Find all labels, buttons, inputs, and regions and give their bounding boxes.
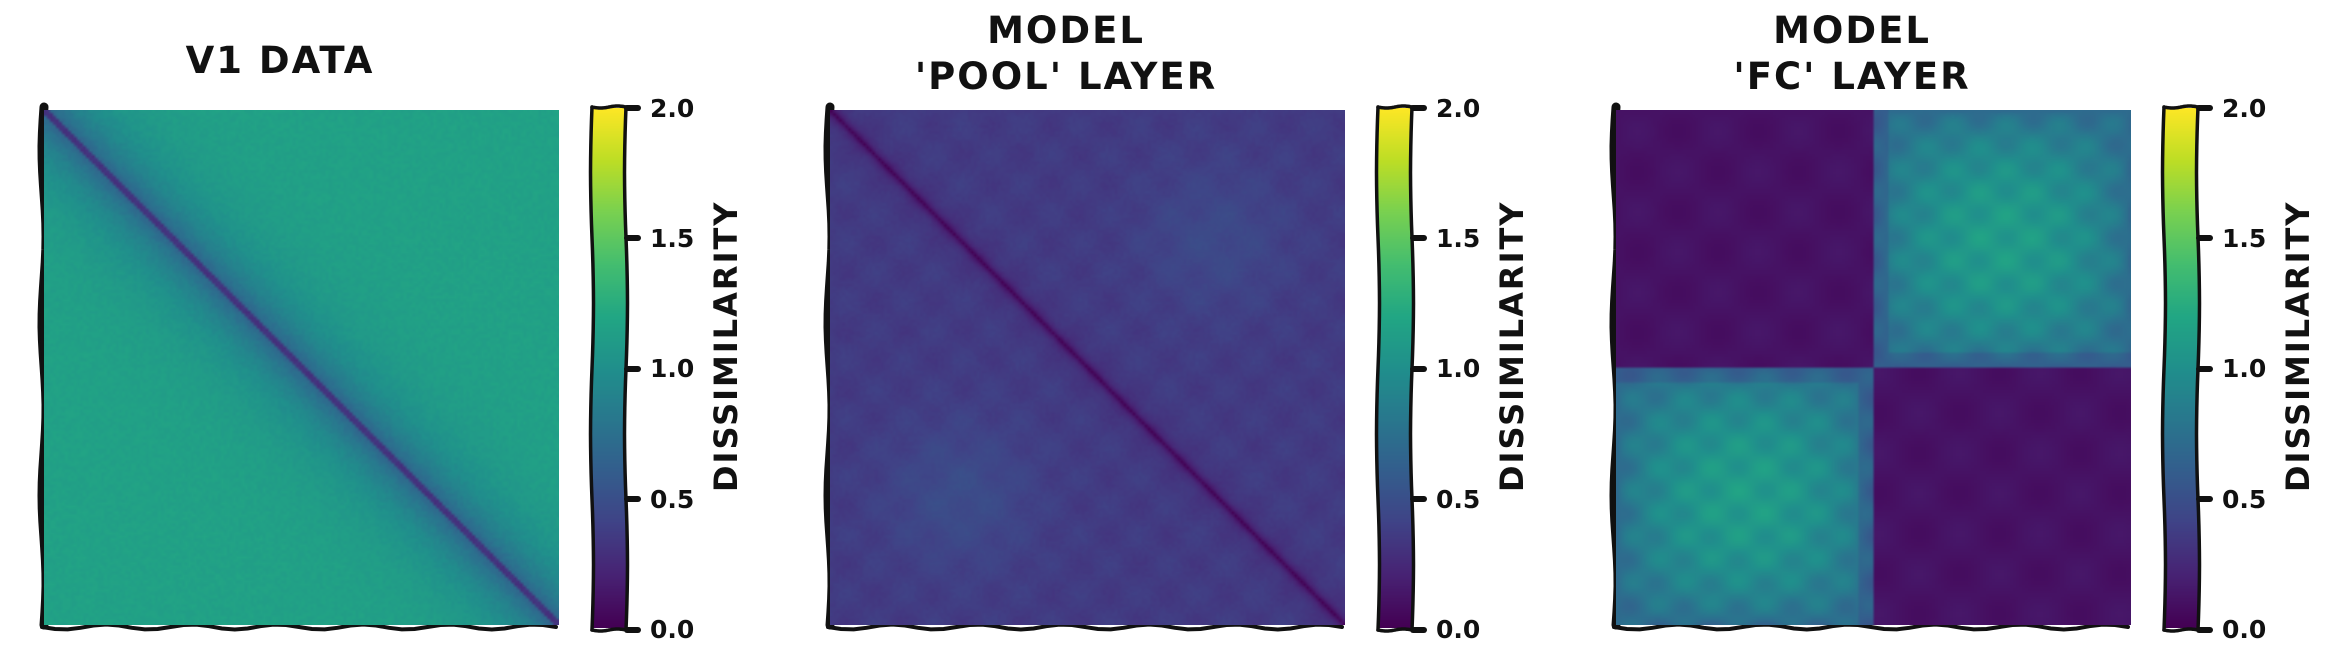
colorbar-frame-bottom [1376, 627, 1414, 633]
colorbar-tick: 1.5 [2222, 224, 2267, 253]
colorbar-frame-top [1376, 104, 1414, 110]
panel-fc: Model 'FC' layer 2.0 1.5 1.0 0.5 0.0 Dis… [1572, 0, 2326, 669]
colorbar-label: Dissimilarity [2279, 200, 2317, 492]
colorbar-tick: 0.0 [2222, 615, 2267, 644]
heatmap-fc [1616, 110, 2131, 625]
title-line-1: Model [987, 9, 1145, 52]
colorbar-frame-left [1374, 105, 1382, 632]
chart-title: Model 'FC' layer [1572, 8, 2132, 100]
x-axis-spine [1612, 622, 2130, 632]
colorbar [592, 108, 626, 628]
chart-title: V1 data [0, 38, 560, 84]
colorbar-tick: 1.0 [2222, 354, 2267, 383]
colorbar-tick: 1.0 [650, 354, 695, 383]
colorbar-tick: 0.0 [1436, 615, 1481, 644]
colorbar-frame [2160, 104, 2213, 633]
panel-v1: V1 data 2.0 1.5 1.0 0.5 0.0 Dissimilarit… [0, 0, 780, 669]
colorbar-frame-top [590, 104, 628, 110]
title-line-2: 'FC' layer [1733, 55, 1971, 98]
chart-title: Model 'Pool' layer [786, 8, 1346, 100]
colorbar-tick: 0.5 [1436, 485, 1481, 514]
colorbar-tick: 1.5 [650, 224, 695, 253]
colorbar [1378, 108, 1412, 628]
colorbar-tick: 1.0 [1436, 354, 1481, 383]
title-line-1: Model [1773, 9, 1931, 52]
colorbar-frame-bottom [2162, 627, 2200, 633]
colorbar-label: Dissimilarity [1493, 200, 1531, 492]
colorbar-frame [1374, 104, 1427, 633]
colorbar-label: Dissimilarity [707, 200, 745, 492]
colorbar-tick: 2.0 [1436, 94, 1481, 123]
x-axis-spine [40, 622, 558, 632]
panel-pool: Model 'Pool' layer 2.0 1.5 1.0 0.5 0.0 D… [786, 0, 1566, 669]
colorbar-tick: 1.5 [1436, 224, 1481, 253]
heatmap-v1 [44, 110, 559, 625]
colorbar-frame-left [2160, 105, 2168, 632]
colorbar-tick: 2.0 [2222, 94, 2267, 123]
colorbar-tick: 2.0 [650, 94, 695, 123]
title-line-2: 'Pool' layer [914, 55, 1218, 98]
colorbar-frame-top [2162, 104, 2200, 110]
heatmap-pool [830, 110, 1345, 625]
colorbar-frame-left [588, 105, 596, 632]
colorbar-tick: 0.5 [2222, 485, 2267, 514]
x-axis-spine [826, 622, 1344, 632]
title-line-1: V1 data [185, 39, 375, 82]
colorbar-frame-bottom [590, 627, 628, 633]
colorbar-tick: 0.5 [650, 485, 695, 514]
colorbar-tick: 0.0 [650, 615, 695, 644]
colorbar-frame [588, 104, 641, 633]
colorbar [2164, 108, 2198, 628]
